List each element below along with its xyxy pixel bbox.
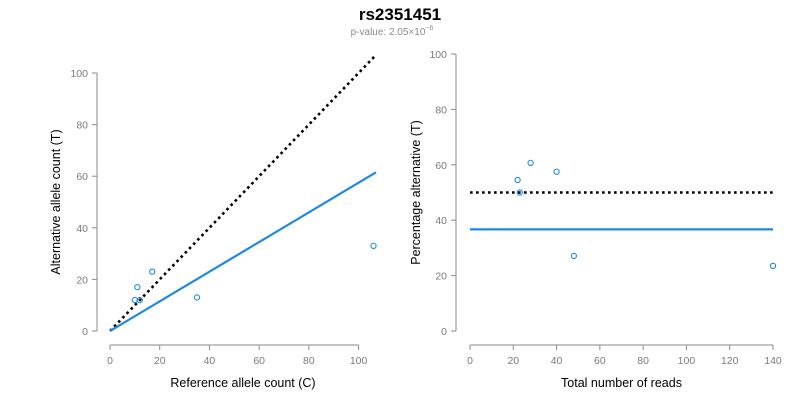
data-point bbox=[370, 242, 377, 250]
y-tick-label: 60 bbox=[76, 171, 88, 183]
x-axis-label: Reference allele count (C) bbox=[170, 376, 315, 390]
y-axis-label: Percentage alternative (T) bbox=[409, 120, 423, 265]
fit-line bbox=[109, 171, 377, 332]
data-point bbox=[516, 189, 523, 196]
x-tick-label: 140 bbox=[764, 355, 782, 367]
data-point bbox=[769, 262, 777, 270]
x-tick-label: 120 bbox=[721, 355, 739, 367]
pvalue-text: p-value: 2.05×10 bbox=[351, 27, 426, 38]
y-tick-label: 80 bbox=[435, 104, 447, 116]
data-point bbox=[193, 294, 201, 301]
x-tick-label: 0 bbox=[107, 355, 113, 367]
y-axis-label: Alternative allele count (T) bbox=[49, 129, 63, 274]
x-tick-label: 100 bbox=[678, 355, 696, 367]
data-point bbox=[553, 168, 560, 175]
x-tick-label: 60 bbox=[253, 355, 265, 367]
x-tick-label: 40 bbox=[204, 355, 216, 367]
x-axis-label: Total number of reads bbox=[561, 376, 682, 390]
y-tick-label: 0 bbox=[82, 326, 88, 338]
data-point bbox=[131, 296, 139, 304]
y-tick-label: 40 bbox=[435, 215, 447, 227]
data-point bbox=[149, 268, 156, 275]
y-tick-label: 60 bbox=[435, 160, 447, 172]
x-tick-label: 100 bbox=[350, 355, 368, 367]
y-tick-label: 40 bbox=[76, 223, 88, 235]
x-tick-label: 80 bbox=[303, 355, 315, 367]
y-tick-label: 100 bbox=[70, 68, 88, 80]
data-point bbox=[570, 252, 578, 260]
y-tick-label: 20 bbox=[435, 271, 447, 283]
y-tick-label: 80 bbox=[76, 120, 88, 132]
data-point bbox=[136, 296, 143, 304]
x-tick-label: 0 bbox=[467, 355, 473, 367]
pvalue-subtitle: p-value: 2.05×10−6 bbox=[351, 25, 434, 38]
x-tick-label: 20 bbox=[507, 355, 519, 367]
y-tick-label: 100 bbox=[429, 49, 447, 61]
reference-line bbox=[109, 54, 377, 332]
y-tick-label: 0 bbox=[441, 326, 447, 338]
x-tick-label: 60 bbox=[594, 355, 606, 367]
x-tick-label: 80 bbox=[637, 355, 649, 367]
panel-allele-counts: 0 20 40 60 80 100 0 20 40 60 80 100 Reference allele… bbox=[49, 54, 377, 390]
chart-title: rs2351451 bbox=[359, 5, 441, 24]
panel-percentage-alternative: 0 20 40 60 80 100 120 140 0 20 40 60 80 100 Total numb… bbox=[409, 49, 782, 390]
y-tick-label: 20 bbox=[76, 274, 88, 286]
pvalue-exponent: −6 bbox=[425, 25, 433, 32]
data-point bbox=[134, 283, 141, 291]
data-point bbox=[514, 176, 521, 184]
data-point bbox=[527, 159, 534, 167]
x-tick-label: 40 bbox=[551, 355, 563, 367]
x-tick-label: 20 bbox=[154, 355, 166, 367]
